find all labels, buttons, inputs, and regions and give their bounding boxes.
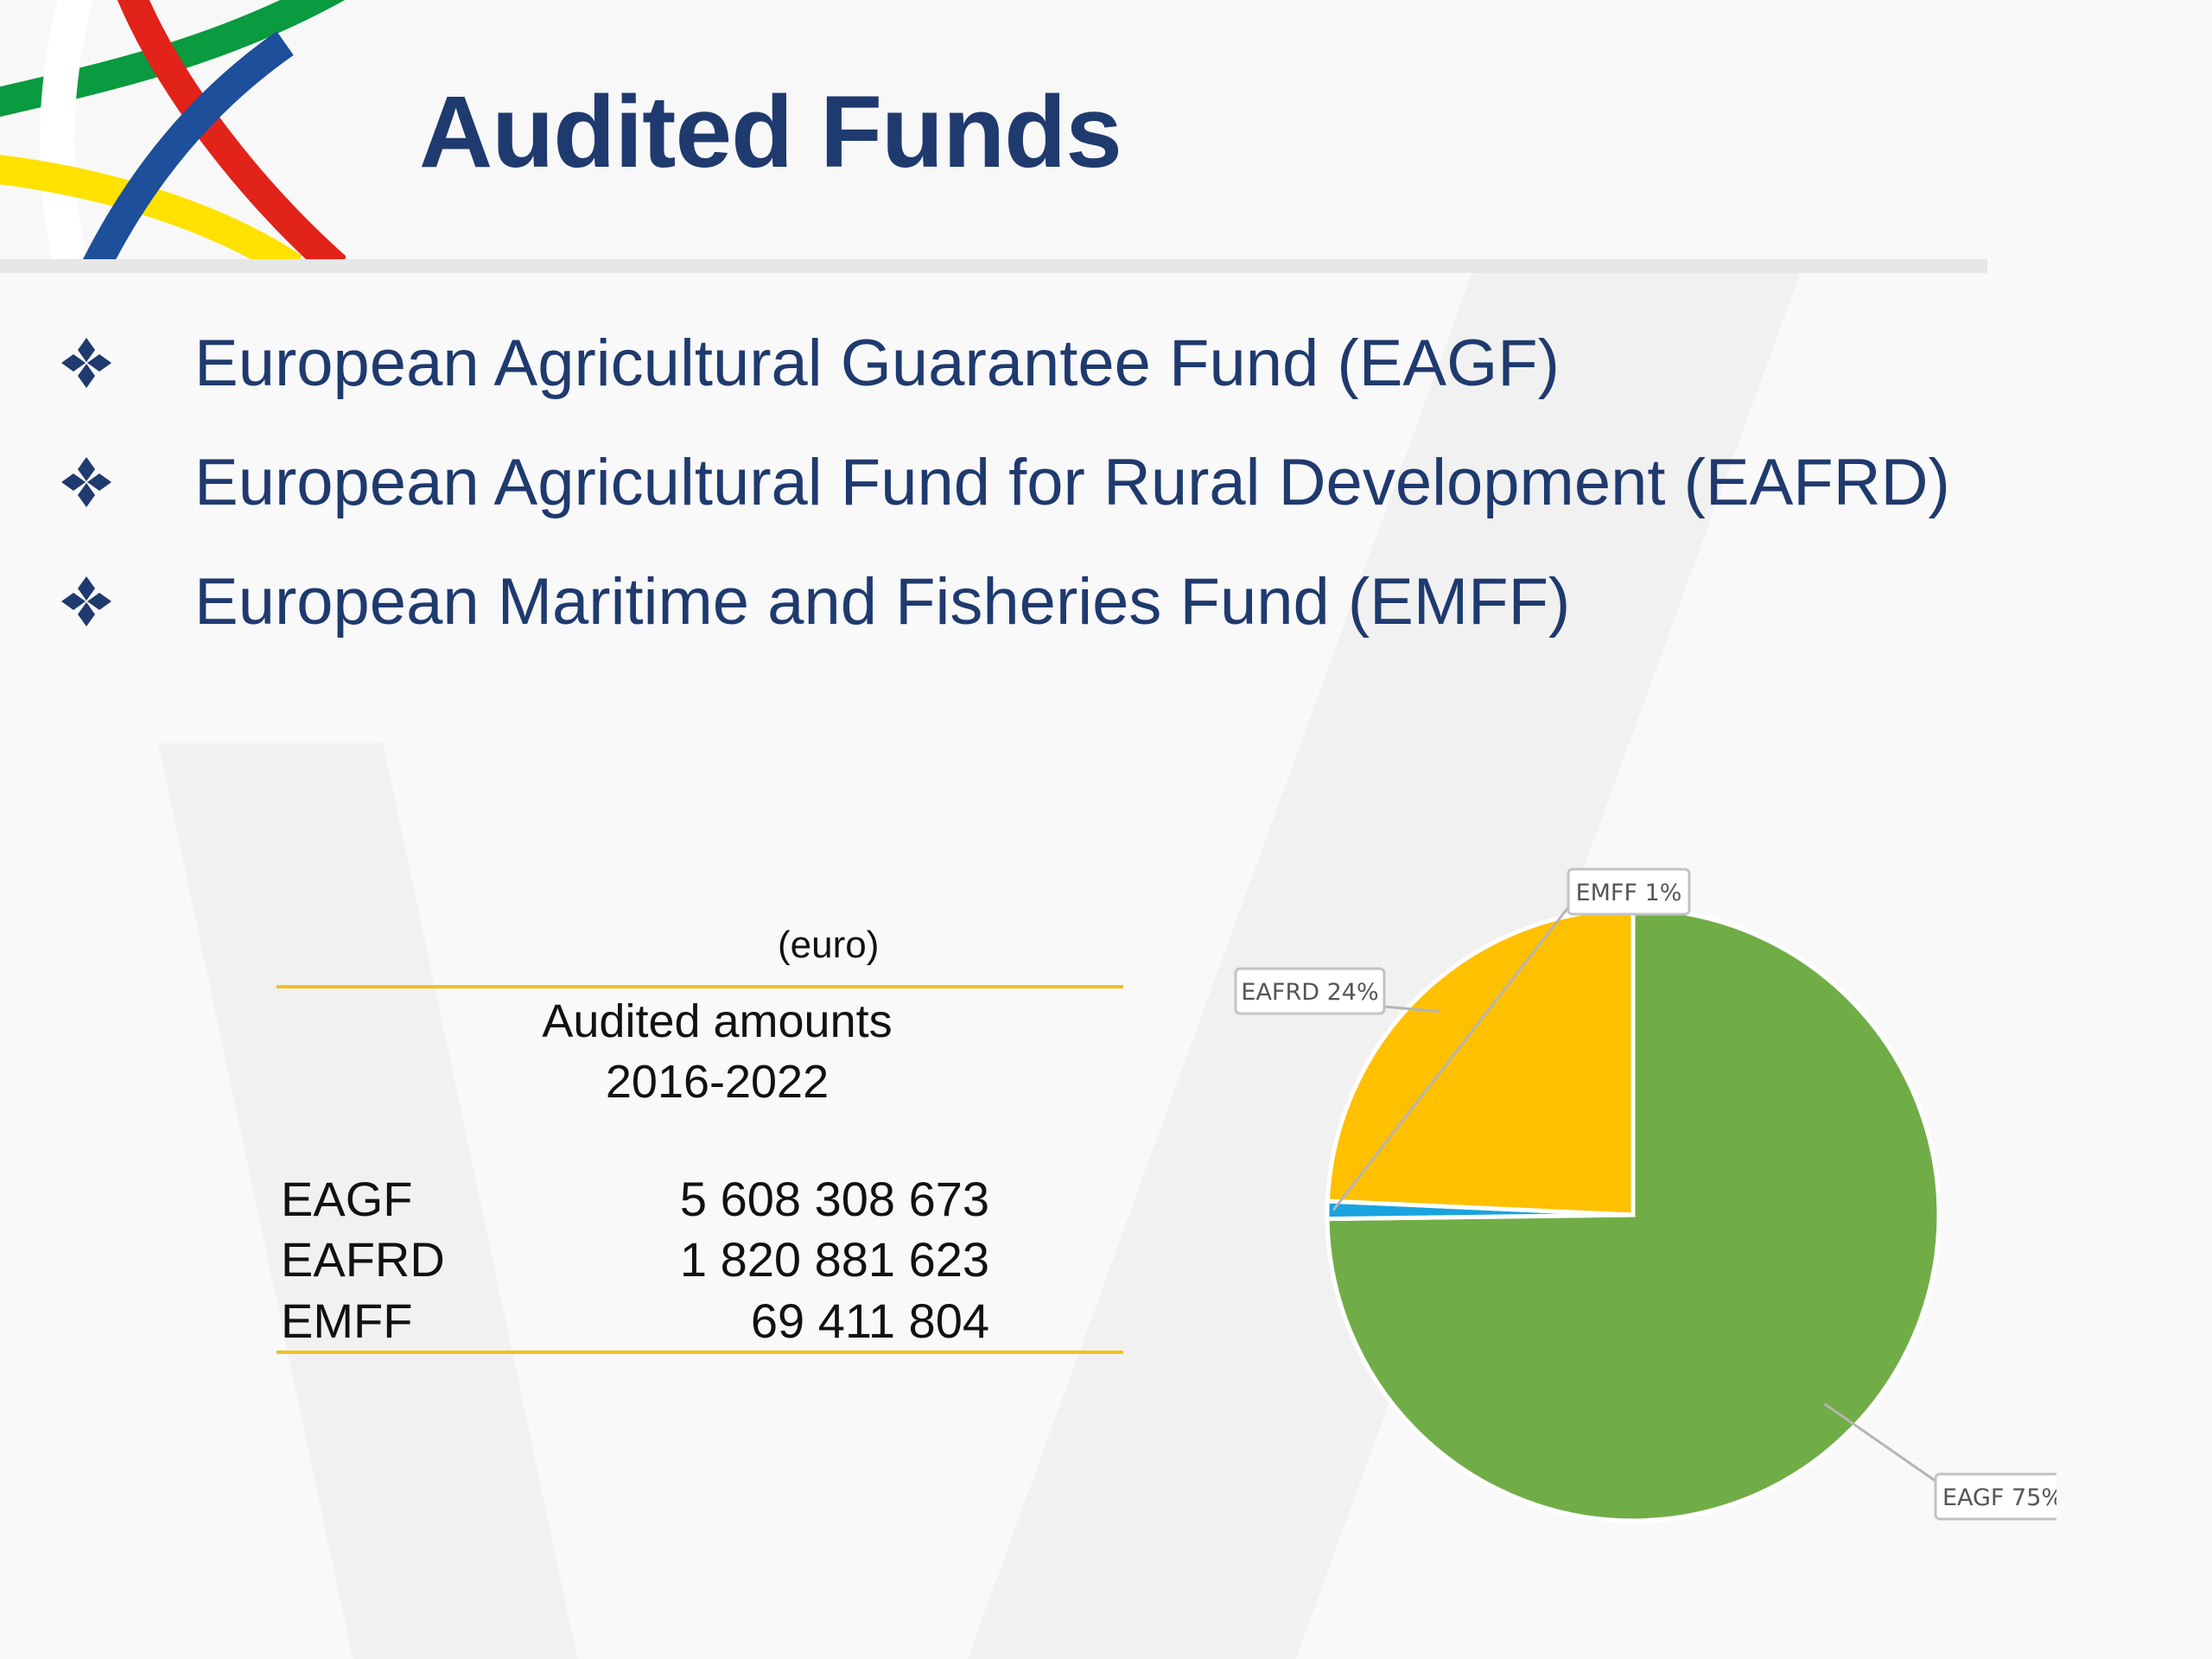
row-value: 1 820 881 623 (679, 1232, 989, 1287)
diamond-bullet-icon (61, 576, 111, 626)
row-value: 69 411 804 (750, 1294, 989, 1348)
pie-label-eafrd: EAFRD 24% (1241, 979, 1378, 1006)
pie-label-box-eafrd (1234, 967, 1386, 1015)
pie-label-box-eagf (1934, 1472, 2056, 1521)
header (0, 0, 2212, 259)
pie-chart: EAGF 75% EMFF 1% EAFRD 24% (1234, 868, 2056, 1523)
row-name: EMFF (281, 1294, 413, 1348)
pie-label-box-emff (1567, 868, 1691, 916)
pie-label-emff: EMFF 1% (1576, 880, 1682, 906)
pie-label-eagf: EAGF 75% (1942, 1484, 2056, 1511)
bullet-item: European Agricultural Fund for Rural Dev… (56, 443, 1950, 521)
row-value: 5 608 308 673 (679, 1172, 989, 1226)
bullet-item: European Agricultural Guarantee Fund (EA… (56, 324, 1560, 402)
row-name: EAFRD (281, 1232, 445, 1287)
diamond-bullet-icon (61, 338, 111, 388)
table-top-rule (276, 985, 1123, 988)
logo (0, 0, 346, 259)
header-rule (0, 259, 1987, 273)
row-name: EAGF (281, 1172, 413, 1226)
pie-slices (1325, 906, 1942, 1523)
table-row: EAGF 5 608 308 673 (281, 1171, 989, 1231)
pie-slice-eafrd (1325, 906, 1636, 1217)
pie-label-leader-eafrd (1383, 1005, 1440, 1014)
pie-label-leader-eagf (1823, 1402, 1936, 1483)
bullet-text: European Agricultural Fund for Rural Dev… (194, 445, 1950, 519)
pie-labels: EAGF 75% EMFF 1% EAFRD 24% (1234, 868, 2056, 1521)
table-unit: (euro) (778, 924, 880, 966)
table-column-header: Audited amounts 2016-2022 (518, 991, 916, 1112)
table-bottom-rule (276, 1351, 1123, 1354)
table-row: EAFRD 1 820 881 623 (281, 1231, 989, 1292)
diamond-bullet-icon (61, 457, 111, 507)
audited-amounts-table: (euro) Audited amounts 2016-2022 EAGF 5 … (276, 912, 1123, 1361)
column-header-line: Audited amounts (542, 995, 893, 1047)
slide-title: Audited Funds (419, 75, 1122, 189)
bullet-item: European Maritime and Fisheries Fund (EM… (56, 563, 1570, 640)
bullet-text: European Agricultural Guarantee Fund (EA… (194, 326, 1560, 400)
column-header-line: 2016-2022 (605, 1056, 830, 1108)
table-row: EMFF 69 411 804 (281, 1293, 989, 1353)
pie-label-leader-emff (1332, 906, 1570, 1211)
bullet-text: European Maritime and Fisheries Fund (EM… (194, 564, 1571, 639)
